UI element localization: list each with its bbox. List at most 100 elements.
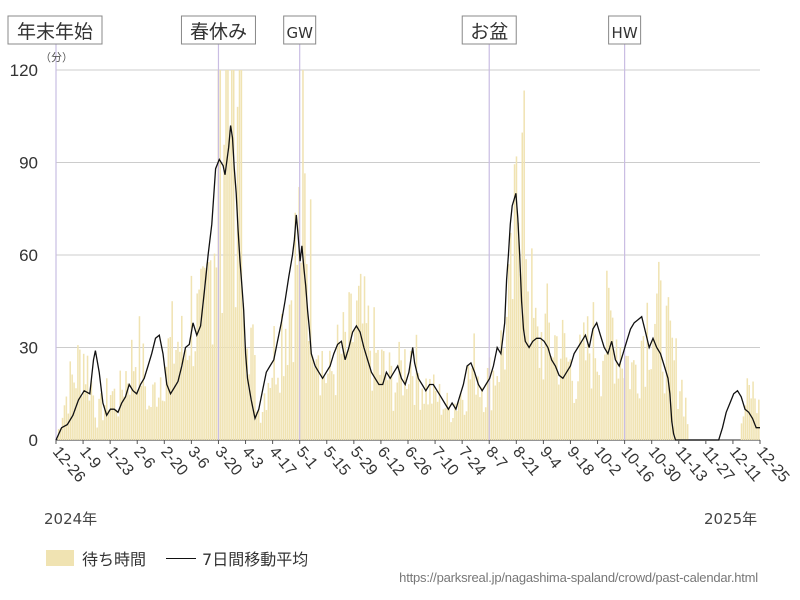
x-tick-label: 7-10 — [428, 444, 462, 480]
wait-bar — [269, 387, 272, 440]
wait-bar — [307, 341, 310, 440]
wait-bar — [521, 132, 524, 440]
wait-bar — [602, 360, 604, 440]
wait-bar — [636, 393, 639, 440]
wait-bar — [396, 382, 398, 440]
wait-bar — [408, 384, 410, 440]
wait-bar — [390, 365, 393, 440]
wait-bar — [427, 404, 429, 440]
moving-average-line — [55, 125, 760, 441]
wait-bar — [184, 349, 187, 440]
wait-bar — [309, 199, 312, 440]
wait-bar — [640, 340, 643, 440]
wait-bar — [186, 360, 189, 440]
wait-bar — [250, 327, 252, 440]
wait-bar — [684, 397, 687, 440]
wait-bar — [188, 355, 191, 440]
wait-bar — [102, 420, 104, 440]
wait-bar — [533, 317, 535, 440]
wait-bar — [744, 405, 747, 440]
wait-bar — [625, 355, 627, 440]
wait-bar — [223, 144, 225, 441]
wait-bar — [758, 399, 760, 440]
wait-bar — [504, 369, 506, 440]
wait-bar — [202, 266, 204, 440]
wait-bar — [644, 386, 647, 440]
wait-bar — [248, 374, 250, 440]
wait-bar — [469, 379, 472, 440]
wait-bar — [288, 304, 291, 440]
wait-bar — [523, 90, 525, 441]
wait-bar — [417, 373, 420, 440]
wait-bar — [384, 374, 387, 440]
wait-bar — [365, 323, 368, 440]
event-label: 年末年始 — [17, 21, 93, 43]
y-tick-label: 30 — [19, 339, 38, 358]
wait-bar — [136, 390, 139, 440]
wait-bar — [681, 379, 683, 440]
wait-bar — [65, 396, 68, 440]
wait-bar — [531, 248, 533, 440]
wait-bar — [296, 264, 298, 440]
wait-bar — [556, 336, 558, 440]
wait-bar — [338, 341, 341, 440]
wait-bar — [583, 322, 585, 440]
event-label: お盆 — [470, 21, 508, 43]
wait-bar — [631, 362, 633, 440]
wait-bar — [325, 383, 327, 440]
wait-bar — [440, 414, 443, 440]
wait-bar — [413, 404, 416, 440]
wait-bar — [196, 293, 198, 440]
wait-bar — [161, 400, 164, 440]
wait-bar — [392, 410, 395, 440]
wait-bar — [311, 356, 314, 440]
wait-bar — [271, 377, 273, 440]
wait-bar — [388, 352, 391, 440]
wait-bar — [317, 355, 320, 440]
wait-bar — [104, 405, 106, 440]
wait-bar — [206, 263, 208, 440]
wait-bar — [565, 357, 568, 440]
wait-bar — [182, 358, 185, 440]
wait-bar — [627, 355, 629, 440]
wait-bar — [350, 293, 352, 440]
wait-bar — [369, 350, 372, 440]
wait-bar — [236, 106, 239, 440]
wait-bar — [502, 348, 504, 440]
legend-line-swatch — [166, 557, 197, 559]
wait-bar — [490, 410, 493, 440]
wait-bar — [642, 336, 645, 440]
wait-bar — [423, 403, 425, 440]
wait-bar — [115, 409, 118, 440]
wait-bar — [273, 326, 275, 440]
wait-bar — [481, 387, 483, 440]
wait-bar — [84, 384, 87, 440]
wait-bar — [752, 381, 754, 440]
wait-bar — [438, 383, 441, 440]
wait-bar — [419, 409, 422, 440]
wait-bar — [150, 406, 152, 440]
wait-bar — [756, 413, 758, 440]
wait-bar — [544, 313, 547, 440]
wait-bar — [81, 396, 83, 440]
wait-bar — [552, 357, 554, 440]
wait-bar — [742, 416, 745, 440]
wait-bar — [750, 398, 752, 440]
legend-bar-swatch — [46, 550, 74, 566]
wait-bar — [588, 353, 591, 440]
wait-bar — [571, 380, 574, 440]
wait-bar — [213, 253, 216, 440]
wait-bar — [508, 264, 510, 440]
wait-bar — [619, 347, 622, 440]
wait-bar — [483, 412, 485, 440]
wait-bar — [361, 323, 364, 440]
wait-bar — [558, 384, 560, 440]
wait-bar — [221, 312, 223, 440]
wait-bar — [433, 374, 435, 440]
wait-bar — [442, 409, 445, 440]
wait-bar — [82, 353, 85, 440]
legend-line-label: 7日間移動平均 — [202, 550, 309, 569]
wait-bar — [140, 385, 143, 440]
x-tick-label: 3-20 — [211, 444, 245, 480]
wait-bar — [323, 376, 325, 440]
